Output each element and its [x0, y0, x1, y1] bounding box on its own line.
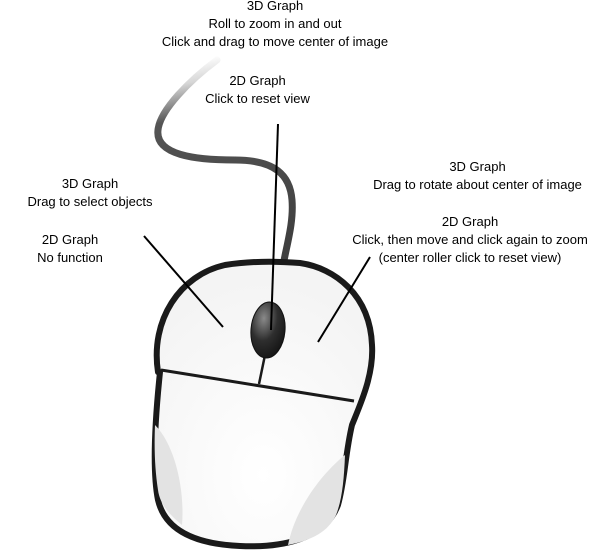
- label-right-3d: 3D Graph Drag to rotate about center of …: [350, 158, 605, 194]
- label-top-2d-line1: Click to reset view: [205, 91, 310, 106]
- label-right-2d: 2D Graph Click, then move and click agai…: [335, 213, 605, 267]
- mouse-body: [151, 258, 376, 550]
- label-right-3d-heading: 3D Graph: [449, 159, 506, 174]
- left-shade: [154, 425, 183, 525]
- label-top-3d-line1: Roll to zoom in and out: [208, 16, 342, 31]
- label-right-2d-line1: Click, then move and click again to zoom: [352, 232, 588, 247]
- label-left-3d: 3D Graph Drag to select objects: [20, 175, 160, 211]
- right-shade: [288, 455, 345, 545]
- label-right-3d-line1: Drag to rotate about center of image: [373, 177, 582, 192]
- pointer-line-left: [143, 235, 224, 328]
- label-top-3d-heading: 3D Graph: [246, 0, 304, 13]
- label-right-2d-heading: 2D Graph: [441, 214, 499, 229]
- label-left-3d-heading: 3D Graph: [61, 176, 119, 191]
- scroll-wheel: [250, 301, 286, 359]
- label-top-2d: 2D Graph Click to reset view: [200, 72, 315, 108]
- button-divider: [160, 368, 355, 403]
- label-top-3d-line2: Click and drag to move center of image: [161, 34, 389, 49]
- label-top-3d: 3D Graph Roll to zoom in and out Click a…: [140, 0, 410, 51]
- label-left-2d: 2D Graph No function: [20, 231, 120, 267]
- pointer-line-top: [270, 123, 279, 331]
- label-left-3d-line1: Drag to select objects: [27, 194, 153, 209]
- label-left-2d-line1: No function: [37, 250, 103, 265]
- center-split: [257, 354, 267, 385]
- label-top-2d-heading: 2D Graph: [229, 73, 286, 88]
- label-right-2d-line2: (center roller click to reset view): [378, 250, 562, 265]
- label-left-2d-heading: 2D Graph: [41, 232, 99, 247]
- pointer-line-right: [317, 256, 371, 343]
- mouse-cord: [154, 56, 296, 276]
